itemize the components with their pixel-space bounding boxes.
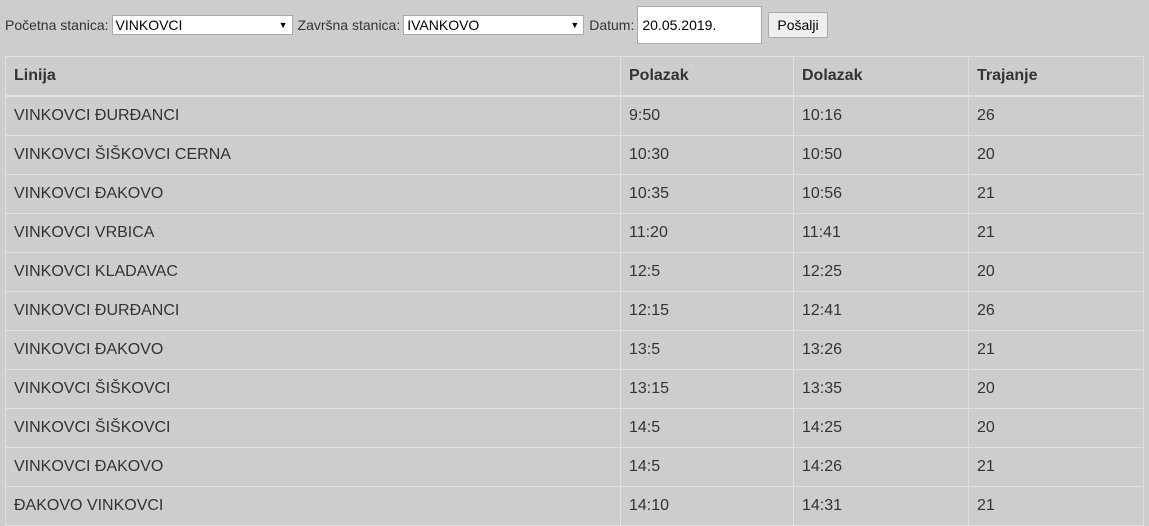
cell-arrival: 12:25: [793, 252, 969, 292]
cell-line: VINKOVCI ĐURĐANCI: [5, 95, 621, 136]
cell-departure: 14:10: [620, 486, 794, 526]
cell-line: VINKOVCI ĐAKOVO: [5, 447, 621, 487]
cell-arrival: 10:50: [793, 135, 969, 175]
header-trajanje: Trajanje: [968, 56, 1144, 97]
cell-line: VINKOVCI VRBICA: [5, 213, 621, 253]
cell-duration: 21: [968, 486, 1144, 526]
cell-duration: 21: [968, 330, 1144, 370]
cell-arrival: 14:26: [793, 447, 969, 487]
cell-departure: 14:5: [620, 408, 794, 448]
cell-line: VINKOVCI ŠIŠKOVCI: [5, 369, 621, 409]
table-row: ĐAKOVO VINKOVCI 14:10 14:31 21: [5, 486, 1144, 526]
cell-arrival: 13:26: [793, 330, 969, 370]
date-input[interactable]: 20.05.2019.: [637, 6, 763, 44]
start-station-value: VINKOVCI: [115, 17, 183, 33]
timetable: Linija Polazak Dolazak Trajanje VINKOVCI…: [5, 56, 1144, 526]
table-row: VINKOVCI ŠIŠKOVCI CERNA 10:30 10:50 20: [5, 135, 1144, 175]
cell-duration: 26: [968, 291, 1144, 331]
table-row: VINKOVCI ĐURĐANCI 12:15 12:41 26: [5, 291, 1144, 331]
cell-line: VINKOVCI ĐAKOVO: [5, 174, 621, 214]
cell-departure: 13:5: [620, 330, 794, 370]
table-row: VINKOVCI ĐAKOVO 10:35 10:56 21: [5, 174, 1144, 214]
start-station-select[interactable]: VINKOVCI ▼: [111, 15, 293, 35]
header-polazak: Polazak: [620, 56, 794, 97]
cell-duration: 21: [968, 213, 1144, 253]
cell-duration: 21: [968, 174, 1144, 214]
cell-arrival: 14:31: [793, 486, 969, 526]
cell-arrival: 12:41: [793, 291, 969, 331]
table-row: VINKOVCI ĐAKOVO 14:5 14:26 21: [5, 447, 1144, 487]
table-row: VINKOVCI ĐAKOVO 13:5 13:26 21: [5, 330, 1144, 370]
cell-duration: 20: [968, 408, 1144, 448]
cell-line: VINKOVCI KLADAVAC: [5, 252, 621, 292]
date-label: Datum:: [589, 17, 635, 33]
cell-duration: 20: [968, 135, 1144, 175]
table-header-row: Linija Polazak Dolazak Trajanje: [5, 56, 1144, 97]
header-dolazak: Dolazak: [793, 56, 969, 97]
table-row: VINKOVCI KLADAVAC 12:5 12:25 20: [5, 252, 1144, 292]
search-form: Početna stanica: VINKOVCI ▼ Završna stani…: [5, 6, 828, 44]
submit-button[interactable]: Pošalji: [768, 12, 828, 38]
table-row: VINKOVCI VRBICA 11:20 11:41 21: [5, 213, 1144, 253]
cell-departure: 14:5: [620, 447, 794, 487]
cell-line: VINKOVCI ŠIŠKOVCI: [5, 408, 621, 448]
cell-line: VINKOVCI ŠIŠKOVCI CERNA: [5, 135, 621, 175]
cell-arrival: 13:35: [793, 369, 969, 409]
cell-duration: 21: [968, 447, 1144, 487]
cell-line: VINKOVCI ĐAKOVO: [5, 330, 621, 370]
end-station-value: IVANKOVO: [407, 17, 480, 33]
cell-arrival: 11:41: [793, 213, 969, 253]
table-row: VINKOVCI ŠIŠKOVCI 13:15 13:35 20: [5, 369, 1144, 409]
cell-arrival: 14:25: [793, 408, 969, 448]
cell-departure: 10:30: [620, 135, 794, 175]
cell-arrival: 10:16: [793, 95, 969, 136]
cell-duration: 20: [968, 252, 1144, 292]
cell-departure: 12:5: [620, 252, 794, 292]
cell-arrival: 10:56: [793, 174, 969, 214]
end-station-select[interactable]: IVANKOVO ▼: [403, 15, 585, 35]
cell-departure: 9:50: [620, 95, 794, 136]
end-station-label: Završna stanica:: [297, 17, 401, 33]
table-row: VINKOVCI ĐURĐANCI 9:50 10:16 26: [5, 95, 1144, 136]
start-station-label: Početna stanica:: [5, 17, 109, 33]
header-linija: Linija: [5, 56, 621, 97]
dropdown-arrow-icon: ▼: [278, 20, 288, 30]
cell-departure: 13:15: [620, 369, 794, 409]
cell-duration: 20: [968, 369, 1144, 409]
table-row: VINKOVCI ŠIŠKOVCI 14:5 14:25 20: [5, 408, 1144, 448]
cell-duration: 26: [968, 95, 1144, 136]
cell-departure: 12:15: [620, 291, 794, 331]
cell-line: ĐAKOVO VINKOVCI: [5, 486, 621, 526]
cell-departure: 11:20: [620, 213, 794, 253]
dropdown-arrow-icon: ▼: [570, 20, 580, 30]
cell-line: VINKOVCI ĐURĐANCI: [5, 291, 621, 331]
cell-departure: 10:35: [620, 174, 794, 214]
